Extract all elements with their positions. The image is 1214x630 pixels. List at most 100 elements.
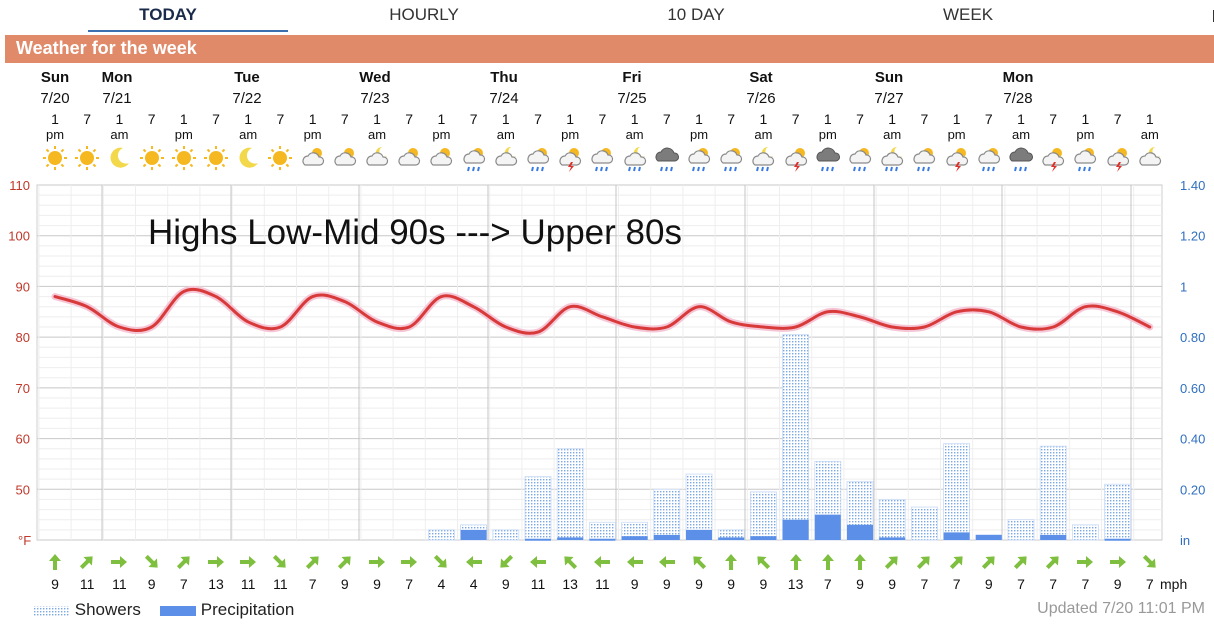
hour-label: 1 [437,111,446,127]
legend-precipitation: Precipitation [160,600,294,620]
partly-cloudy-rain-icon [459,143,489,173]
wind-arrow-icon [1043,552,1063,572]
updated-timestamp: Updated 7/20 11:01 PM [1037,600,1205,617]
partly-cloudy-rain-icon [716,143,746,173]
day-date: 7/21 [102,90,132,107]
wind-speed: 11 [240,576,256,592]
wind-arrow-icon [1140,552,1160,572]
left-axis-tick: 90 [16,279,30,294]
chart-annotation: Highs Low-Mid 90s ---> Upper 80s [148,213,682,252]
wind-speed: 4 [437,576,446,592]
wind-speed: 9 [888,576,897,592]
right-axis-tick: 1.20 [1180,229,1205,244]
wind-arrow-icon [431,552,451,572]
moon-icon [233,143,263,173]
hour-label: 7 [856,111,864,127]
temperature-line [51,285,1154,337]
showers-bar [589,521,616,541]
wind-speed: 7 [952,576,961,592]
partly-cloudy-rain-icon [845,143,875,173]
hour-ampm: pm [1076,127,1095,142]
wind-speed: 9 [373,576,381,592]
hour-label: 7 [340,111,349,127]
legend-showers: Showers [34,600,141,620]
partly-cloudy-icon [298,143,328,173]
sun-icon [137,143,167,173]
day-name: Mon [101,69,133,86]
tab-today[interactable]: TODAY [139,5,197,24]
wind-speed: 7 [1145,576,1154,592]
wind-arrow-icon [850,552,870,572]
hour-label: 1 [501,111,510,127]
wind-arrow-icon [786,552,806,572]
day-name: Sun [874,69,904,86]
hour-label: 7 [534,111,542,127]
hour-ampm: am [883,127,902,142]
tab-hourly[interactable]: HOURLY [389,5,459,24]
left-axis-ticks: 110 100 90 80 70 60 50 [8,178,30,497]
wind-arrow-icon [142,552,162,572]
wind-arrow-icon [45,552,65,572]
right-axis-ticks: 1.40 1.20 1 0.80 0.60 0.40 0.20 [1180,178,1205,497]
sun-icon [201,143,231,173]
cloudy-rain-icon [652,143,682,173]
day-date: 7/26 [746,90,776,107]
hour-label: 1 [888,111,897,127]
wind-arrow-icon [979,552,999,572]
showers-bar [911,506,938,541]
wind-speed: 11 [530,576,546,592]
tab-week[interactable]: WEEK [942,5,994,24]
legend-showers-swatch [34,605,70,616]
wind-arrow-icon [560,552,580,572]
wind-arrow-icon [464,552,484,572]
showers-bar [1104,483,1131,541]
wind-arrow-icon [1075,552,1095,572]
hour-label: 1 [308,111,317,127]
day-date: 7/22 [232,90,262,107]
partly-cloudy-night-rain-icon [748,143,778,173]
showers-bar [782,334,809,541]
left-axis-tick: 60 [16,432,30,447]
wind-speed: 7 [405,576,414,592]
wind-arrow-icon [592,552,612,572]
partly-cloudy-icon [394,143,424,173]
hour-ampm: am [1140,127,1159,142]
partly-cloudy-night-rain-icon [877,143,907,173]
showers-bar [943,443,970,541]
precipitation-bar [750,536,777,540]
partly-cloudy-night-rain-icon [620,143,650,173]
showers-bar [1039,445,1067,541]
wind-speed: 9 [340,576,349,592]
hour-label: 1 [566,111,575,127]
showers-bar [750,491,777,541]
hour-ampm: am [367,127,387,142]
partly-cloudy-night-icon [491,143,521,173]
hour-label: 7 [791,111,800,127]
active-tab-underline [88,30,288,32]
hour-label: 1 [823,111,832,127]
day-name: Sun [40,69,70,86]
day-name: Wed [359,69,391,86]
hour-label: 1 [952,111,961,127]
precipitation-bar [589,538,616,541]
wind-speed: 9 [501,576,510,592]
hour-label: 7 [662,111,671,127]
wind-speed: 7 [920,576,929,592]
thunderstorm-icon [555,143,585,173]
partly-cloudy-night-icon [362,143,392,173]
hour-label: 1 [244,111,253,127]
precipitation-bar [686,529,712,540]
wind-speed: 7 [1081,576,1090,592]
hour-label: 1 [115,111,124,127]
wind-speed: 4 [469,576,478,592]
thunderstorm-icon [1038,143,1068,173]
wind-speed: 9 [147,576,156,592]
wind-arrow-icon [303,552,323,572]
hour-label: 1 [630,111,639,127]
showers-bar [685,473,713,541]
wind-speed: 9 [695,576,703,592]
left-axis-tick: 70 [16,381,30,396]
left-axis-tick: 80 [16,330,30,345]
wind-arrow-icon [657,552,677,572]
tab-10-day[interactable]: 10 DAY [667,5,725,24]
